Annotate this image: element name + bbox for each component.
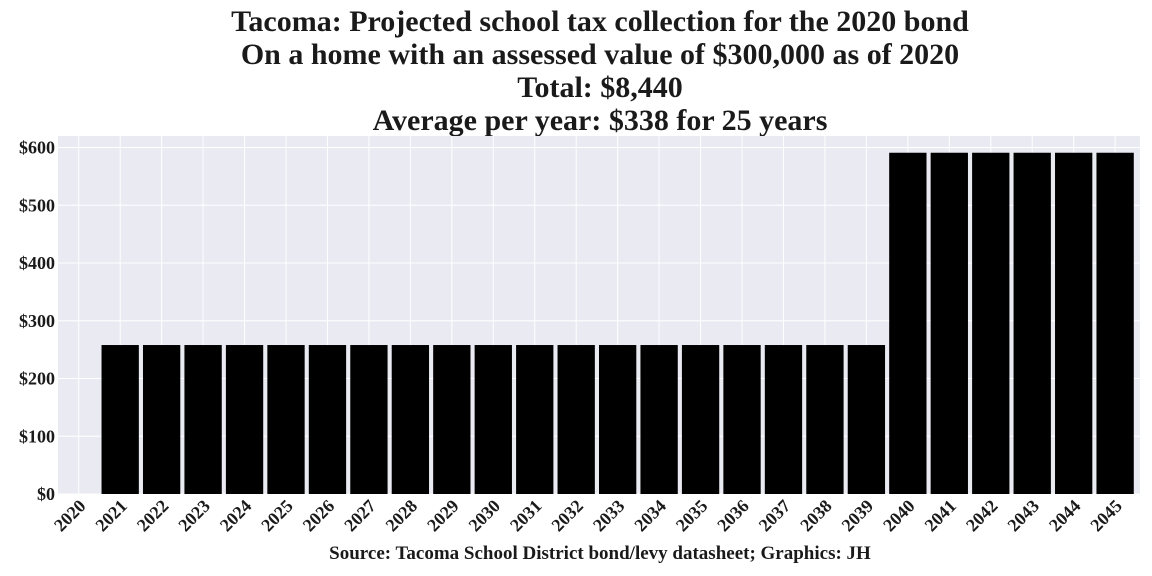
bar-2034 [640, 345, 678, 494]
x-tick-label-2042: 2042 [962, 496, 1002, 536]
bar-2038 [806, 345, 844, 494]
x-tick-label-2021: 2021 [91, 496, 131, 536]
y-tick-label-3: $300 [19, 311, 55, 331]
bar-2045 [1096, 152, 1134, 494]
y-tick-label-2: $200 [19, 369, 55, 389]
x-tick-label-2034: 2034 [630, 496, 670, 536]
bar-2037 [764, 345, 803, 494]
bar-2041 [930, 152, 968, 494]
chart-title: Tacoma: Projected school tax collection … [231, 5, 969, 137]
x-tick-label-2041: 2041 [921, 496, 961, 536]
bar-2022 [142, 345, 181, 494]
x-tick-label-2035: 2035 [672, 496, 712, 536]
x-tick-label-2026: 2026 [299, 496, 339, 536]
bar-2025 [267, 345, 305, 494]
title-line-4: Average per year: $338 for 25 years [373, 104, 828, 137]
bar-2026 [308, 345, 347, 494]
x-tick-label-2020: 2020 [50, 496, 90, 536]
bar-2021 [101, 345, 139, 494]
bar-2036 [723, 345, 761, 494]
bar-2031 [516, 345, 554, 494]
x-tick-label-2037: 2037 [755, 496, 795, 536]
x-tick-label-2029: 2029 [423, 496, 463, 536]
x-tick-label-2024: 2024 [216, 496, 256, 536]
bar-2030 [474, 345, 512, 494]
bar-2032 [557, 345, 595, 494]
x-tick-label-2025: 2025 [257, 496, 297, 536]
bar-2035 [681, 345, 720, 494]
bar-2023 [184, 345, 222, 494]
x-tick-label-2023: 2023 [174, 496, 214, 536]
source-note: Source: Tacoma School District bond/levy… [329, 543, 871, 564]
bars [101, 152, 1134, 494]
x-tick-label-2039: 2039 [838, 496, 878, 536]
title-line-3: Total: $8,440 [517, 71, 683, 104]
x-tick-label-2031: 2031 [506, 496, 546, 536]
x-tick-label-2036: 2036 [713, 496, 753, 536]
x-tick-label-2040: 2040 [879, 496, 919, 536]
x-tick-label-2043: 2043 [1003, 496, 1043, 536]
x-axis: 2020 2021 2022 2023 2024 2025 2026 2027 2028 2029… [50, 496, 1126, 536]
x-tick-label-2022: 2022 [133, 496, 173, 536]
y-tick-label-6: $600 [19, 138, 55, 158]
bar-2042 [972, 152, 1010, 494]
bar-2028 [391, 345, 430, 494]
bar-2033 [599, 345, 637, 494]
y-tick-label-5: $500 [19, 195, 55, 215]
x-tick-label-2033: 2033 [589, 496, 629, 536]
x-tick-label-2027: 2027 [340, 496, 380, 536]
bar-2029 [433, 345, 471, 494]
x-tick-label-2038: 2038 [796, 496, 836, 536]
x-tick-label-2045: 2045 [1086, 496, 1126, 536]
y-tick-label-0: $0 [37, 484, 55, 504]
bar-2039 [847, 345, 886, 494]
x-tick-label-2030: 2030 [465, 496, 505, 536]
y-tick-label-1: $100 [19, 426, 55, 446]
bar-2040 [889, 152, 927, 494]
bar-2043 [1013, 152, 1051, 494]
title-line-1: Tacoma: Projected school tax collection … [231, 5, 969, 38]
y-tick-label-4: $400 [19, 253, 55, 273]
x-tick-label-2028: 2028 [382, 496, 422, 536]
bar-2024 [225, 345, 264, 494]
x-tick-label-2044: 2044 [1045, 496, 1085, 536]
bar-2027 [350, 345, 388, 494]
bar-2044 [1055, 152, 1093, 494]
title-line-2: On a home with an assessed value of $300… [241, 38, 959, 71]
y-axis: $0 $100 $200 $300 $400 $500 $600 [19, 138, 55, 504]
x-tick-label-2032: 2032 [547, 496, 587, 536]
